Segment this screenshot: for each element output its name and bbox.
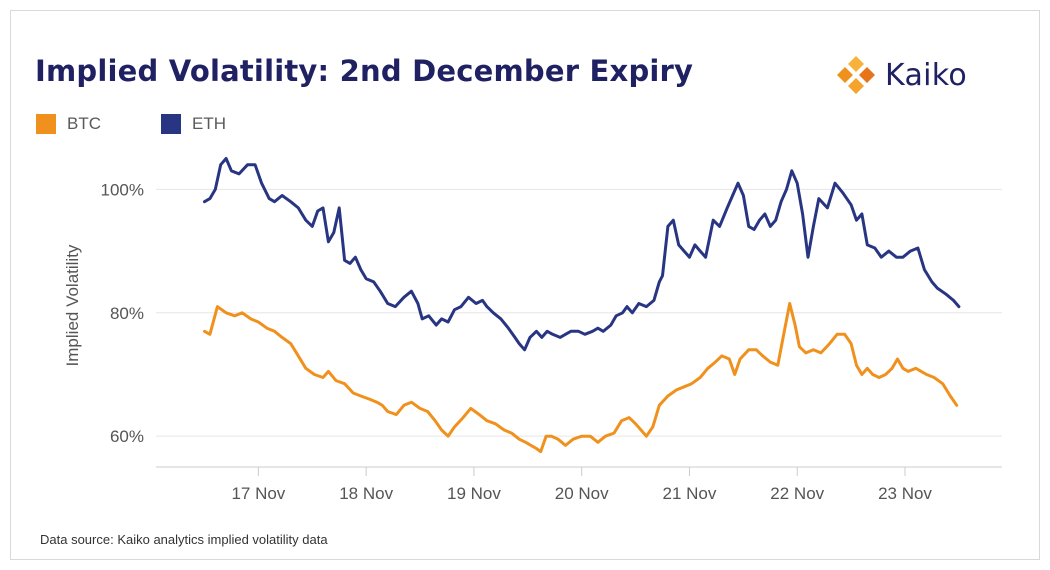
series-line-eth [203, 157, 961, 352]
x-tick-label: 22 Nov [770, 484, 824, 503]
chart-frame [10, 10, 1040, 560]
legend-label-eth: ETH [192, 114, 226, 133]
x-tick-label: 18 Nov [339, 484, 393, 503]
x-tick-label: 17 Nov [231, 484, 285, 503]
legend-item-eth[interactable]: ETH [161, 114, 226, 134]
y-axis-title: Implied Volatility [63, 244, 82, 366]
y-axis-ticks: 60% 80% 100% [101, 180, 144, 446]
data-source-note: Data source: Kaiko analytics implied vol… [40, 532, 328, 547]
legend-label-btc: BTC [67, 114, 101, 133]
legend-item-btc[interactable]: BTC [36, 114, 101, 134]
x-tick-label: 21 Nov [663, 484, 717, 503]
y-tick-label: 80% [110, 304, 144, 323]
legend-swatch-eth [161, 114, 181, 134]
grid-lines [156, 188, 1002, 468]
chart-title: Implied Volatility: 2nd December Expiry [35, 54, 694, 88]
kaiko-logo-text: Kaiko [885, 57, 968, 93]
x-axis-ticks: 17 Nov 18 Nov 19 Nov 20 Nov 21 Nov 22 Nov 23 N… [231, 467, 932, 503]
y-tick-label: 60% [110, 427, 144, 446]
y-tick-label: 100% [101, 180, 144, 199]
x-tick-label: 19 Nov [447, 484, 501, 503]
series-lines [203, 157, 961, 454]
x-tick-label: 23 Nov [878, 484, 932, 503]
kaiko-logo: Kaiko [835, 54, 967, 96]
legend-swatch-btc [36, 114, 56, 134]
kaiko-logo-icon [837, 56, 875, 94]
legend: BTC ETH [36, 114, 286, 134]
x-tick-label: 20 Nov [555, 484, 609, 503]
series-line-btc [203, 302, 959, 454]
